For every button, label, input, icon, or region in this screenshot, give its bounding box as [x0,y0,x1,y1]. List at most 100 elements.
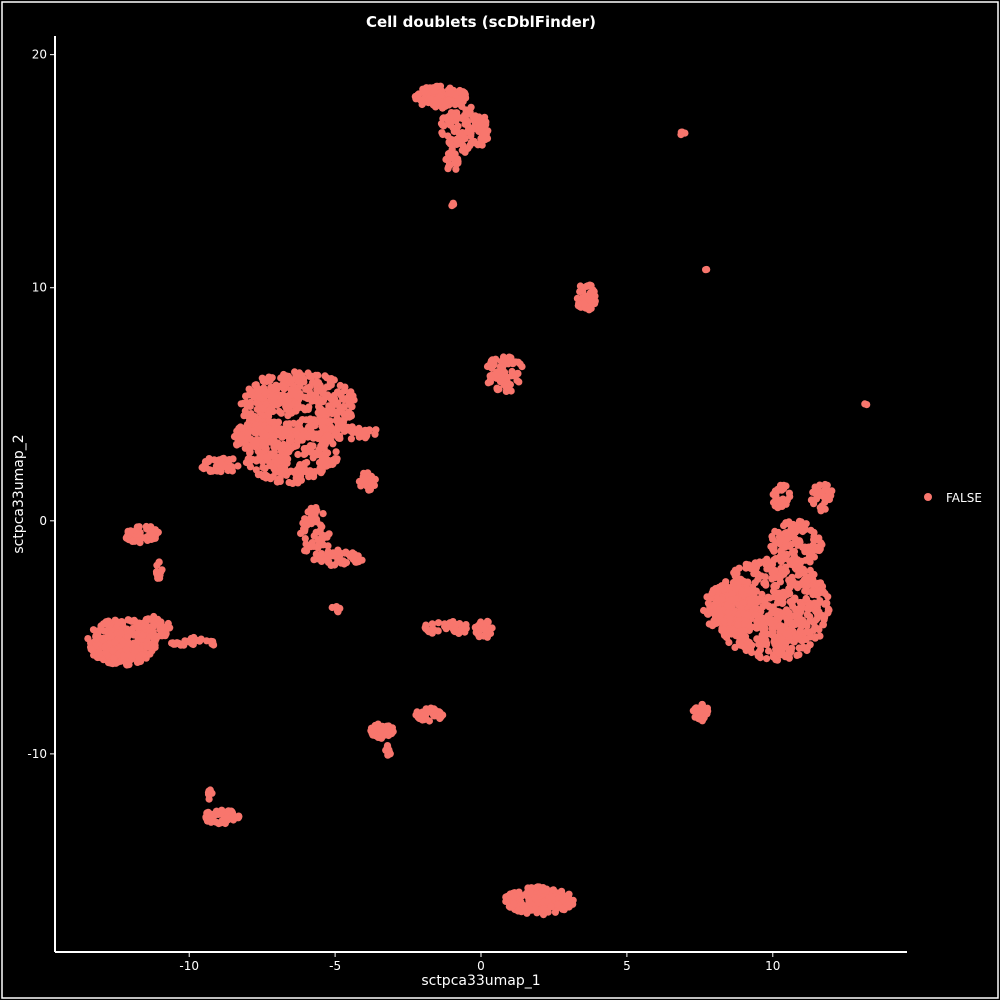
data-point [806,641,814,649]
data-point [312,430,320,438]
data-point [461,135,469,143]
data-point [743,611,751,619]
data-point [342,410,350,418]
data-point [531,905,539,913]
data-point [760,596,769,605]
x-tick-label: 10 [765,959,780,973]
data-point [301,393,309,401]
data-point [422,625,430,633]
data-point [727,627,735,635]
data-point [461,111,469,119]
data-point [122,534,130,542]
y-tick-label: -10 [27,747,47,761]
data-point [450,127,458,136]
data-point [700,714,708,722]
data-point [471,623,479,632]
data-point [510,900,518,908]
data-point [139,631,147,639]
data-point [149,621,157,629]
data-point [531,894,540,902]
data-point [451,627,459,636]
data-point [519,901,527,909]
data-point [526,888,534,896]
data-point [508,367,516,376]
data-point [143,643,151,651]
data-point [449,199,457,207]
data-point [117,629,125,637]
data-point [274,418,283,426]
data-point [156,621,164,629]
data-point [227,807,235,815]
data-point [204,458,213,466]
data-point [580,300,588,308]
x-tick-label: 0 [477,959,485,973]
data-point [234,462,242,470]
data-point [109,647,117,655]
data-point [731,643,739,652]
data-point [434,619,443,627]
data-point [421,87,429,95]
data-point [752,604,760,612]
data-point [817,612,826,620]
data-point [823,496,831,504]
data-point [102,648,110,656]
data-point [127,527,135,535]
data-point [328,410,336,418]
data-point [286,437,294,446]
data-point [798,602,806,610]
data-point [252,466,260,474]
data-point [284,455,292,463]
data-point [112,659,120,667]
data-point [815,546,823,555]
data-point [799,523,807,532]
data-point [575,299,583,307]
data-point [262,453,270,461]
data-point [743,586,752,594]
data-point [339,395,347,403]
data-point [268,403,276,411]
data-point [763,639,771,647]
data-point [241,444,249,452]
data-point [314,395,322,403]
data-point [385,722,393,730]
data-point [200,464,208,472]
data-point [215,820,223,828]
data-point [317,469,325,477]
data-point [310,449,318,457]
data-point [781,552,789,560]
data-point [156,574,164,582]
data-point [516,360,524,368]
data-point [769,545,777,553]
data-point [547,893,555,901]
data-point [245,454,253,463]
data-point [533,883,541,892]
data-point [793,651,801,660]
data-point [298,432,306,440]
data-point [438,121,447,129]
data-point [703,704,712,712]
data-point [301,535,309,543]
data-point [255,387,263,395]
data-point [168,639,176,647]
data-point [811,488,820,496]
data-point [309,442,317,450]
data-point [303,458,311,467]
data-point [525,896,533,904]
data-point [814,600,822,608]
data-point [334,557,342,566]
data-point [785,653,793,662]
data-point [214,810,222,819]
data-point [809,541,817,549]
data-point [710,617,718,625]
data-point [283,427,291,435]
data-point [821,600,829,608]
data-point [760,579,768,587]
data-point [795,611,803,619]
data-point [151,641,159,650]
data-point [499,363,507,371]
data-point [773,635,781,643]
data-point [725,609,733,617]
data-point [124,633,132,641]
data-point [321,451,329,459]
